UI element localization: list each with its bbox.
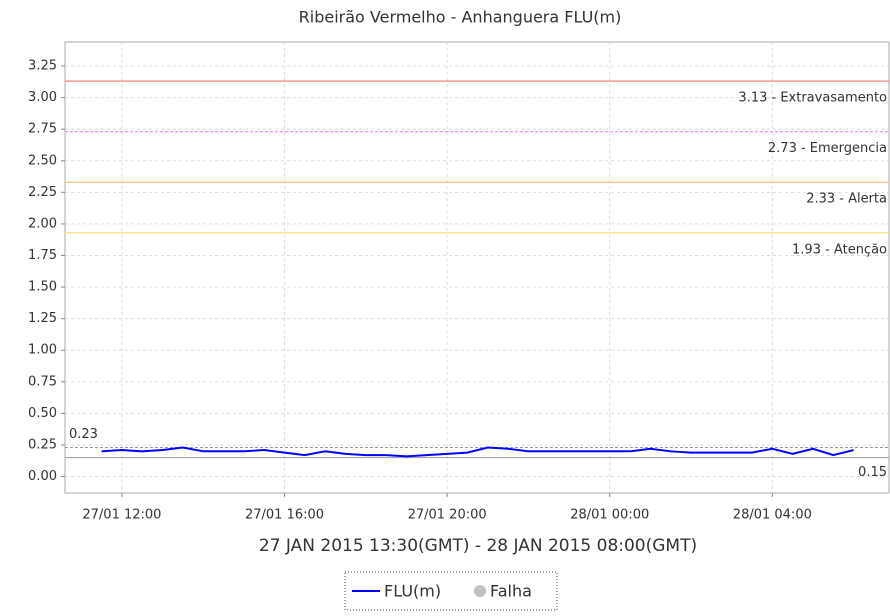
y-tick-label: 0.00 <box>28 469 57 484</box>
y-tick-label: 1.50 <box>28 280 57 295</box>
y-tick-label: 0.50 <box>28 406 57 421</box>
legend-label: FLU(m) <box>384 582 441 601</box>
plot-area <box>64 41 890 494</box>
x-tick-label: 27/01 12:00 <box>82 508 161 523</box>
y-tick-label: 2.00 <box>28 216 57 231</box>
y-tick-label: 1.00 <box>28 343 57 358</box>
threshold-label: 3.13 - Extravasamento <box>738 91 887 106</box>
threshold-label: 1.93 - Atenção <box>792 242 887 257</box>
threshold-label: 2.33 - Alerta <box>806 192 887 207</box>
x-tick-label: 28/01 04:00 <box>733 508 812 523</box>
y-tick-label: 2.25 <box>28 185 57 200</box>
y-tick-label: 2.75 <box>28 122 57 137</box>
y-tick-label: 3.00 <box>28 90 57 105</box>
x-tick-label: 27/01 16:00 <box>245 508 324 523</box>
legend-swatch <box>474 585 486 597</box>
y-tick-label: 1.25 <box>28 311 57 326</box>
y-tick-label: 2.50 <box>28 153 57 168</box>
legend-label: Falha <box>490 582 532 601</box>
x-axis-label: 27 JAN 2015 13:30(GMT) - 28 JAN 2015 08:… <box>259 536 697 556</box>
y-tick-label: 0.25 <box>28 437 57 452</box>
y-tick-label: 1.75 <box>28 248 57 263</box>
x-tick-label: 27/01 20:00 <box>408 508 487 523</box>
min-label: 0.15 <box>858 465 887 480</box>
y-tick-label: 0.75 <box>28 374 57 389</box>
x-tick-label: 28/01 00:00 <box>570 508 649 523</box>
legend-box <box>344 571 558 611</box>
y-tick-label: 3.25 <box>28 59 57 74</box>
data-line <box>101 446 854 458</box>
chart-title: Ribeirão Vermelho - Anhanguera FLU(m) <box>299 8 622 27</box>
max-label: 0.23 <box>69 427 98 442</box>
threshold-label: 2.73 - Emergencia <box>768 141 887 156</box>
